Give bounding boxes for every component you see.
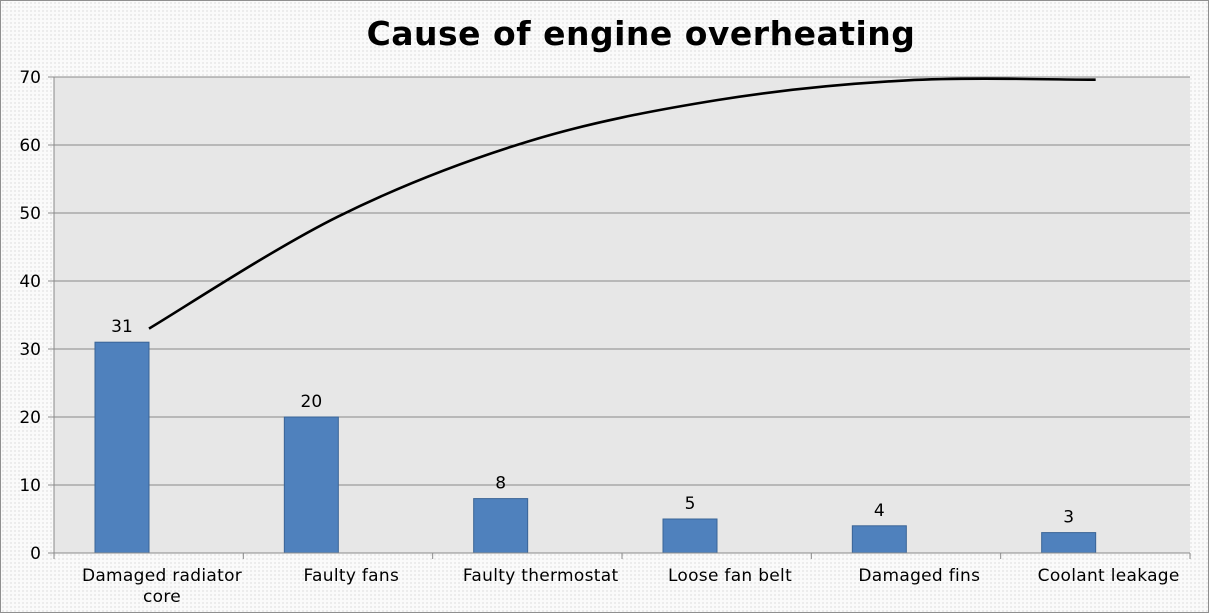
x-category-label: Faulty thermostat <box>463 566 619 586</box>
bars <box>94 341 1097 554</box>
x-category-label: Coolant leakage <box>1038 566 1180 586</box>
x-category-label: Damaged radiator <box>82 566 242 586</box>
bar <box>283 416 339 554</box>
y-tick-label: 60 <box>19 136 41 156</box>
data-label: 8 <box>495 474 506 494</box>
gridlines <box>54 76 1190 486</box>
data-label: 5 <box>685 494 696 514</box>
x-category-label: Loose fan belt <box>668 566 792 586</box>
chart-title: Cause of engine overheating <box>367 14 916 53</box>
trendline <box>148 77 1096 330</box>
y-tick-label: 10 <box>19 476 41 496</box>
bar <box>851 525 907 554</box>
axes <box>48 76 1191 559</box>
bar <box>94 341 150 554</box>
y-tick-label: 50 <box>19 204 41 224</box>
plot-area <box>54 77 1190 553</box>
data-label: 31 <box>111 317 133 337</box>
data-label: 3 <box>1063 508 1074 528</box>
y-tick-label: 0 <box>30 544 41 564</box>
x-category-label: core <box>143 587 181 607</box>
y-tick-label: 40 <box>19 272 41 292</box>
y-tick-label: 70 <box>19 68 41 88</box>
x-category-label: Damaged fins <box>858 566 980 586</box>
bar <box>662 518 718 554</box>
labels: 0 10 20 30 40 50 60 70 31 20 8 5 4 3 Damaged radiatorc… <box>19 68 1179 607</box>
y-tick-label: 20 <box>19 408 41 428</box>
trendline-layer <box>148 77 1096 330</box>
data-label: 4 <box>874 501 885 521</box>
y-tick-label: 30 <box>19 340 41 360</box>
bar <box>473 498 529 554</box>
x-category-label: Faulty fans <box>304 566 400 586</box>
bar <box>1041 532 1097 554</box>
data-label: 20 <box>301 392 323 412</box>
